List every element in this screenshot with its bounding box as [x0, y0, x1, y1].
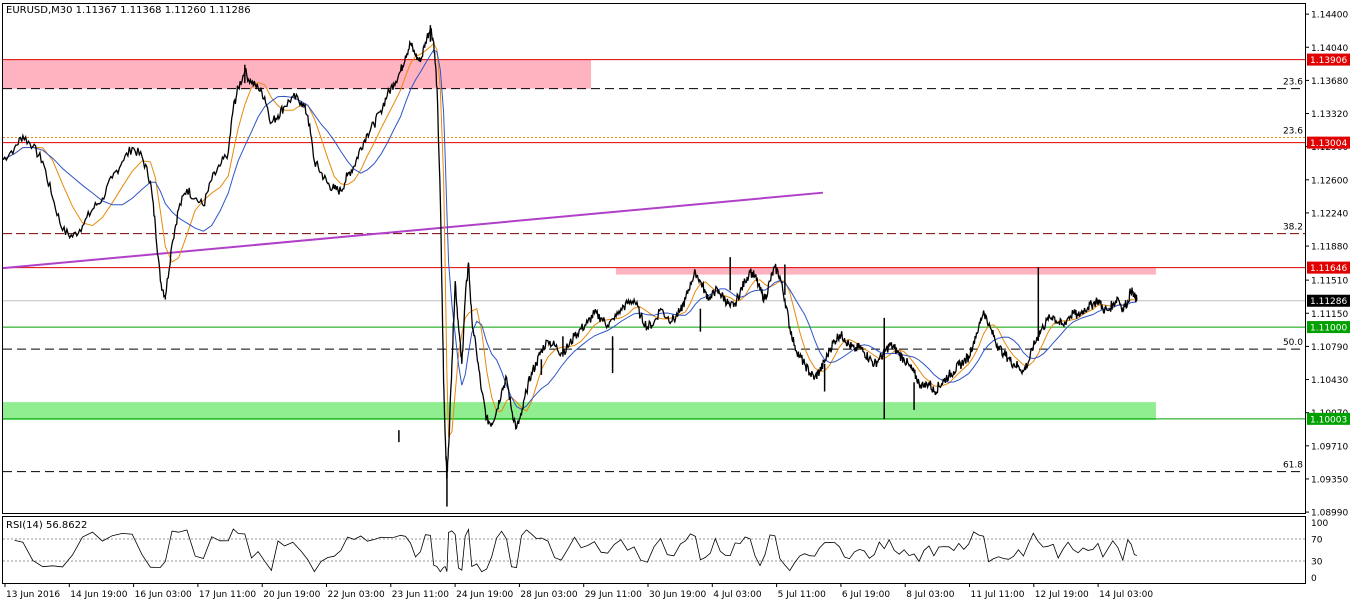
price-tag: [1307, 294, 1350, 307]
fib-level-label: 61.8: [1283, 461, 1303, 471]
y-tick-label: 1.14400: [1311, 11, 1348, 21]
price-tag-label: 1.11286: [1310, 297, 1347, 307]
resist-zone: [615, 267, 1156, 275]
price-tag-label: 1.11646: [1310, 264, 1347, 274]
price-tag: [1307, 136, 1350, 149]
y-tick-label: 1.09350: [1311, 475, 1348, 485]
x-tick-label: 30 Jun 19:00: [649, 590, 706, 600]
y-tick-label: 1.10790: [1311, 343, 1348, 353]
y-tick-label: 1.14040: [1311, 44, 1348, 54]
price-tag-label: 1.11000: [1310, 324, 1347, 334]
rsi-tick-label: 70: [1311, 536, 1323, 546]
x-tick-label: 14 Jul 03:00: [1099, 590, 1153, 600]
chart-title: EURUSD,M30 1.11367 1.11368 1.11260 1.112…: [6, 5, 251, 16]
fib-level-label: 23.6: [1283, 126, 1303, 136]
rsi-title: RSI(14) 56.8622: [6, 520, 87, 531]
price-series[interactable]: [2, 27, 1138, 479]
y-tick-label: 1.08990: [1311, 509, 1348, 519]
price-tag: [1307, 321, 1350, 334]
price-tag-label: 1.13004: [1310, 139, 1347, 149]
ma-fast-series[interactable]: [2, 42, 1138, 438]
price-tag: [1307, 412, 1350, 425]
price-tag-label: 1.13906: [1310, 56, 1347, 66]
fib-level-label: 38.2: [1283, 223, 1303, 233]
y-tick-label: 1.13680: [1311, 77, 1348, 87]
x-tick-label: 14 Jun 19:00: [70, 590, 127, 600]
x-tick-label: 17 Jun 11:00: [199, 590, 256, 600]
x-tick-label: 24 Jun 19:00: [456, 590, 513, 600]
y-tick-label: 1.10430: [1311, 376, 1348, 386]
x-tick-label: 23 Jun 11:00: [392, 590, 449, 600]
ma-slow-series[interactable]: [2, 49, 1138, 410]
x-tick-label: 12 Jul 19:00: [1035, 590, 1089, 600]
price-tag-label: 1.10003: [1310, 415, 1347, 425]
price-tag: [1307, 261, 1350, 274]
y-tick-label: 1.11880: [1311, 243, 1348, 253]
x-tick-label: 11 Jul 11:00: [971, 590, 1025, 600]
y-tick-label: 1.12240: [1311, 209, 1348, 219]
x-tick-label: 8 Jul 03:00: [906, 590, 955, 600]
x-tick-label: 6 Jul 19:00: [842, 590, 891, 600]
x-tick-label: 16 Jun 03:00: [135, 590, 192, 600]
x-tick-label: 13 Jun 2016: [6, 590, 60, 600]
rsi-series[interactable]: [14, 528, 1138, 573]
y-tick-label: 1.11150: [1311, 310, 1348, 320]
rsi-tick-label: 0: [1311, 574, 1317, 584]
y-tick-label: 1.13320: [1311, 110, 1348, 120]
x-tick-label: 29 Jun 11:00: [585, 590, 642, 600]
y-tick-label: 1.12600: [1311, 176, 1348, 186]
fib-level-label: 50.0: [1283, 338, 1303, 348]
resist-zone: [3, 59, 592, 89]
trend-line[interactable]: [2, 191, 824, 270]
x-tick-label: 20 Jun 19:00: [263, 590, 320, 600]
fib-level-label: 23.6: [1283, 78, 1303, 88]
rsi-plot-frame: [2, 516, 1306, 584]
x-tick-label: 4 Jul 03:00: [713, 590, 762, 600]
x-tick-label: 5 Jul 11:00: [778, 590, 827, 600]
support-zone: [3, 402, 1156, 421]
price-tag: [1307, 53, 1350, 66]
rsi-tick-label: 100: [1311, 519, 1328, 529]
y-tick-label: 1.09710: [1311, 442, 1348, 452]
x-tick-label: 28 Jun 03:00: [520, 590, 577, 600]
rsi-tick-label: 30: [1311, 558, 1323, 568]
y-tick-label: 1.11510: [1311, 277, 1348, 287]
x-tick-label: 22 Jun 03:00: [328, 590, 385, 600]
